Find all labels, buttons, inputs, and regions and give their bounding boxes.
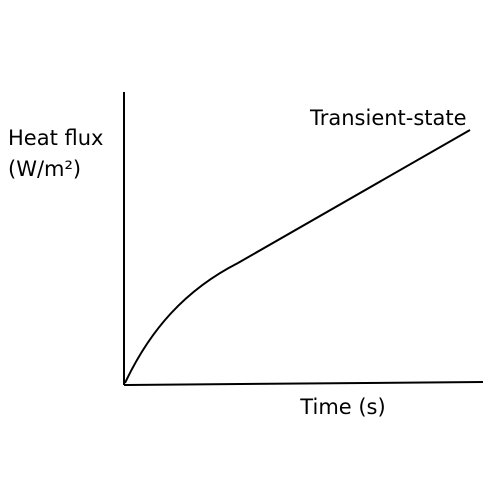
y-axis-label: Heat flux xyxy=(8,126,103,150)
x-axis xyxy=(123,381,484,386)
curve-label: Transient-state xyxy=(309,106,467,130)
transient-curve xyxy=(124,129,471,384)
x-axis-label: Time (s) xyxy=(299,395,385,419)
y-axis-label: (W/m²) xyxy=(8,157,81,181)
